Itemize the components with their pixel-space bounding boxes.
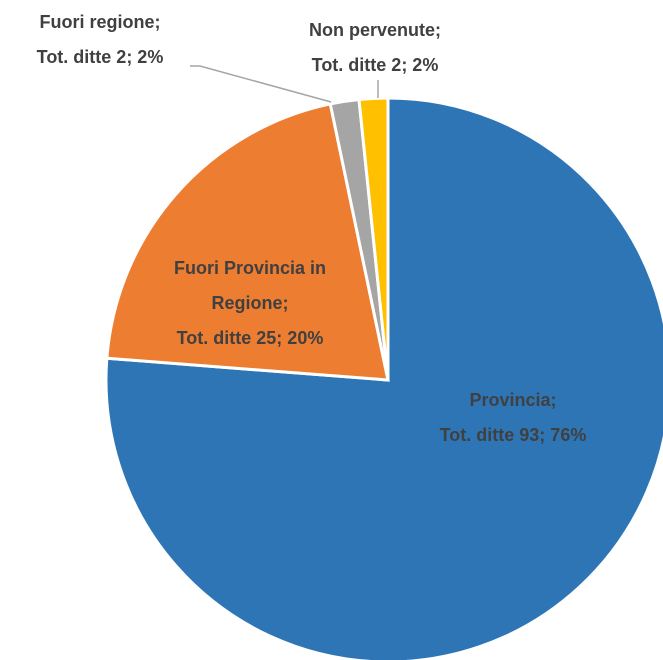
data-label: Fuori regione; Tot. ditte 2; 2%	[0, 5, 200, 75]
value-label: Tot. ditte 2; 2%	[36, 47, 164, 67]
category-label: Non pervenute;	[308, 20, 441, 40]
category-label: Fuori Provincia in Regione;	[173, 258, 327, 313]
value-label: Tot. ditte 2; 2%	[311, 55, 439, 75]
pie-slice	[105, 102, 390, 382]
category-label: Fuori regione;	[39, 12, 161, 32]
leader-line	[190, 65, 332, 103]
data-label: Fuori Provincia in Regione; Tot. ditte 25…	[140, 251, 360, 356]
category-label: Provincia;	[469, 390, 557, 410]
data-label: Provincia; Tot. ditte 93; 76%	[363, 383, 663, 453]
data-label: Non pervenute; Tot. ditte 2; 2%	[275, 13, 475, 83]
pie-slice	[357, 96, 390, 381]
value-label: Tot. ditte 93; 76%	[439, 425, 587, 445]
value-label: Tot. ditte 25; 20%	[176, 328, 324, 348]
pie-slice	[104, 96, 663, 660]
